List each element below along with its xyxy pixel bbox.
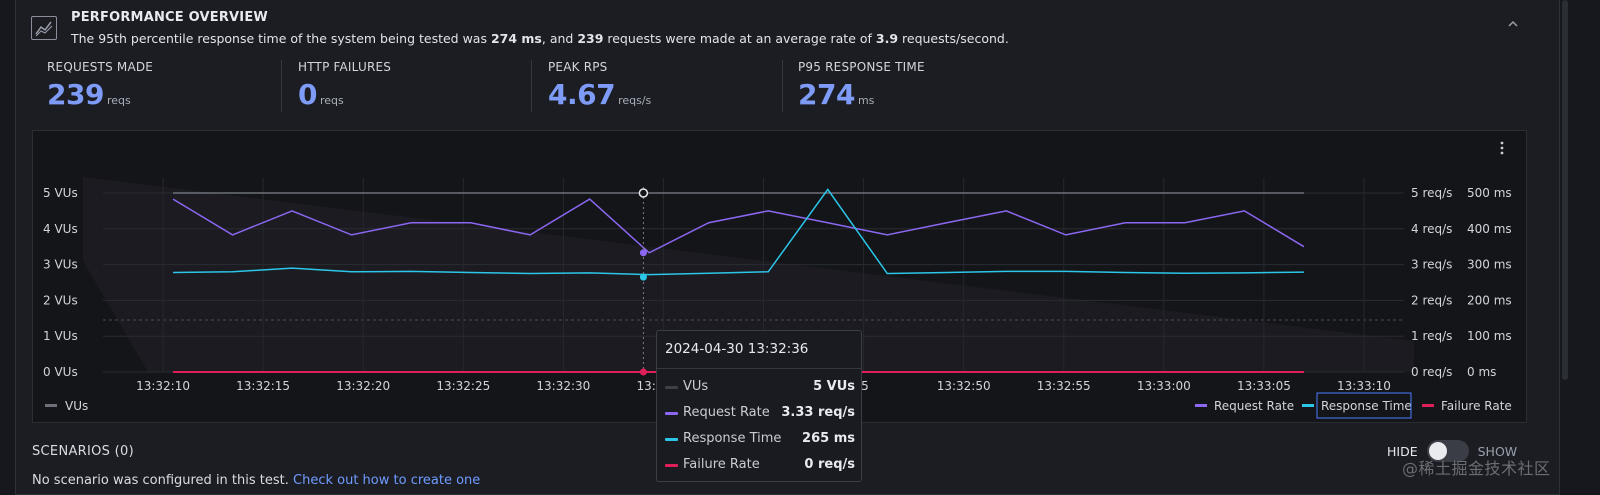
stat-p95-response: P95 RESPONSE TIME 274 ms <box>798 60 925 111</box>
chart-line-icon <box>31 16 57 40</box>
create-scenario-link[interactable]: Check out how to create one <box>293 473 481 488</box>
performance-summary: The 95th percentile response time of the… <box>71 31 1009 46</box>
scenarios-visibility-toggle[interactable]: HIDE SHOW <box>1387 440 1517 462</box>
x-axis-label: 13:32:55 <box>1037 379 1091 393</box>
y-axis-right-ms-label: 0 ms <box>1467 365 1496 379</box>
series-line-request-rate <box>172 198 1305 254</box>
y-axis-left-label: 5 VUs <box>43 186 78 200</box>
y-axis-left-label: 0 VUs <box>43 365 78 379</box>
x-axis-label: 13:33:00 <box>1137 379 1191 393</box>
y-axis-right-rps-label: 4 req/s <box>1411 222 1452 236</box>
tooltip-divider <box>657 368 861 369</box>
chevron-up-icon[interactable] <box>1508 18 1518 31</box>
y-axis-right-ms-label: 300 ms <box>1467 258 1512 272</box>
divider <box>281 60 282 112</box>
legend-swatch-vus <box>45 404 57 407</box>
show-label: SHOW <box>1477 443 1518 459</box>
legend-swatch <box>665 438 678 441</box>
legend-swatch <box>1195 404 1207 407</box>
x-axis-label: 13:32:30 <box>536 379 590 393</box>
tooltip-timestamp: 2024-04-30 13:32:36 <box>665 341 809 357</box>
crosshair-point-request-rate <box>639 249 647 257</box>
legend-label: Response Time <box>1321 399 1412 413</box>
divider <box>531 60 532 112</box>
x-axis-label: 5 <box>861 379 869 393</box>
y-axis-right-ms-label: 400 ms <box>1467 222 1512 236</box>
y-axis-right-rps-label: 1 req/s <box>1411 329 1452 343</box>
y-axis-right-ms-label: 500 ms <box>1467 186 1512 200</box>
chart-svg[interactable]: 0 VUs 1 VUs 2 VUs 3 VUs 4 VUs 5 VUs 0 req/s 1 r… <box>33 131 1528 424</box>
x-axis-label: 13:33:10 <box>1337 379 1391 393</box>
crosshair-point-failure-rate <box>639 368 647 376</box>
crosshair-point-vus <box>638 188 649 198</box>
legend-label-vus: VUs <box>65 399 88 413</box>
chart-tooltip: 2024-04-30 13:32:36 VUs 5 VUs Request Ra… <box>656 330 862 482</box>
chart-shading <box>83 177 1414 372</box>
x-axis-label: 13:33:05 <box>1237 379 1291 393</box>
legend-swatch <box>1302 404 1314 407</box>
performance-chart[interactable]: 0 VUs 1 VUs 2 VUs 3 VUs 4 VUs 5 VUs 0 req/s 1 r… <box>32 130 1527 423</box>
y-axis-left-label: 1 VUs <box>43 329 78 343</box>
legend-focus-ring <box>1316 392 1412 419</box>
section-title: PERFORMANCE OVERVIEW <box>71 10 268 25</box>
y-axis-right-rps-label: 3 req/s <box>1411 258 1452 272</box>
summary-p95: 274 ms <box>490 31 542 46</box>
toggle-knob <box>1428 442 1447 460</box>
x-axis-label: 13:32:15 <box>236 379 290 393</box>
watermark: @稀土掘金技术社区 <box>1402 459 1551 478</box>
legend-swatch <box>1422 404 1434 407</box>
crosshair-point-response-time <box>639 273 647 281</box>
scenarios-title: SCENARIOS (0) <box>32 444 134 459</box>
stat-value: 4.67 <box>548 78 616 111</box>
stat-peak-rps: PEAK RPS 4.67 reqs/s <box>548 60 652 111</box>
stat-requests-made: REQUESTS MADE 239 reqs <box>47 60 154 111</box>
legend-swatch <box>665 464 678 467</box>
stat-value: 274 <box>798 78 855 111</box>
stat-value: 0 <box>298 78 317 111</box>
hide-label: HIDE <box>1387 443 1418 459</box>
summary-rate: 3.9 <box>875 31 899 46</box>
y-axis-right-ms-label: 100 ms <box>1467 329 1512 343</box>
legend-swatch <box>665 386 678 389</box>
y-axis-right-rps-label: 2 req/s <box>1411 293 1452 307</box>
y-axis-left-label: 2 VUs <box>43 293 78 307</box>
y-axis-right-rps-label: 0 req/s <box>1411 365 1452 379</box>
series-line-response-time <box>173 188 1304 276</box>
stat-http-failures: HTTP FAILURES 0 reqs <box>298 60 392 111</box>
divider <box>782 60 783 112</box>
x-axis-label: 13:32:10 <box>136 379 190 393</box>
toggle-switch[interactable] <box>1426 440 1469 462</box>
performance-overview-panel: PERFORMANCE OVERVIEW The 95th percentile… <box>15 0 1560 495</box>
x-axis-label: 13:32:50 <box>937 379 991 393</box>
legend-swatch <box>665 412 678 415</box>
y-axis-left-label: 4 VUs <box>43 222 78 236</box>
more-vertical-icon[interactable] <box>1500 141 1504 159</box>
legend-label: Request Rate <box>1214 399 1294 413</box>
stat-value: 239 <box>47 78 104 111</box>
y-axis-left-label: 3 VUs <box>43 258 78 272</box>
summary-requests: 239 <box>577 31 604 46</box>
y-axis-right-ms-label: 200 ms <box>1467 293 1512 307</box>
scrollbar[interactable] <box>1562 0 1568 380</box>
y-axis-right-rps-label: 5 req/s <box>1411 186 1452 200</box>
legend-label: Failure Rate <box>1441 399 1512 413</box>
scenarios-empty-message: No scenario was configured in this test.… <box>32 473 481 488</box>
x-axis-label: 13:32:20 <box>336 379 390 393</box>
x-axis-label: 13:32:25 <box>436 379 490 393</box>
